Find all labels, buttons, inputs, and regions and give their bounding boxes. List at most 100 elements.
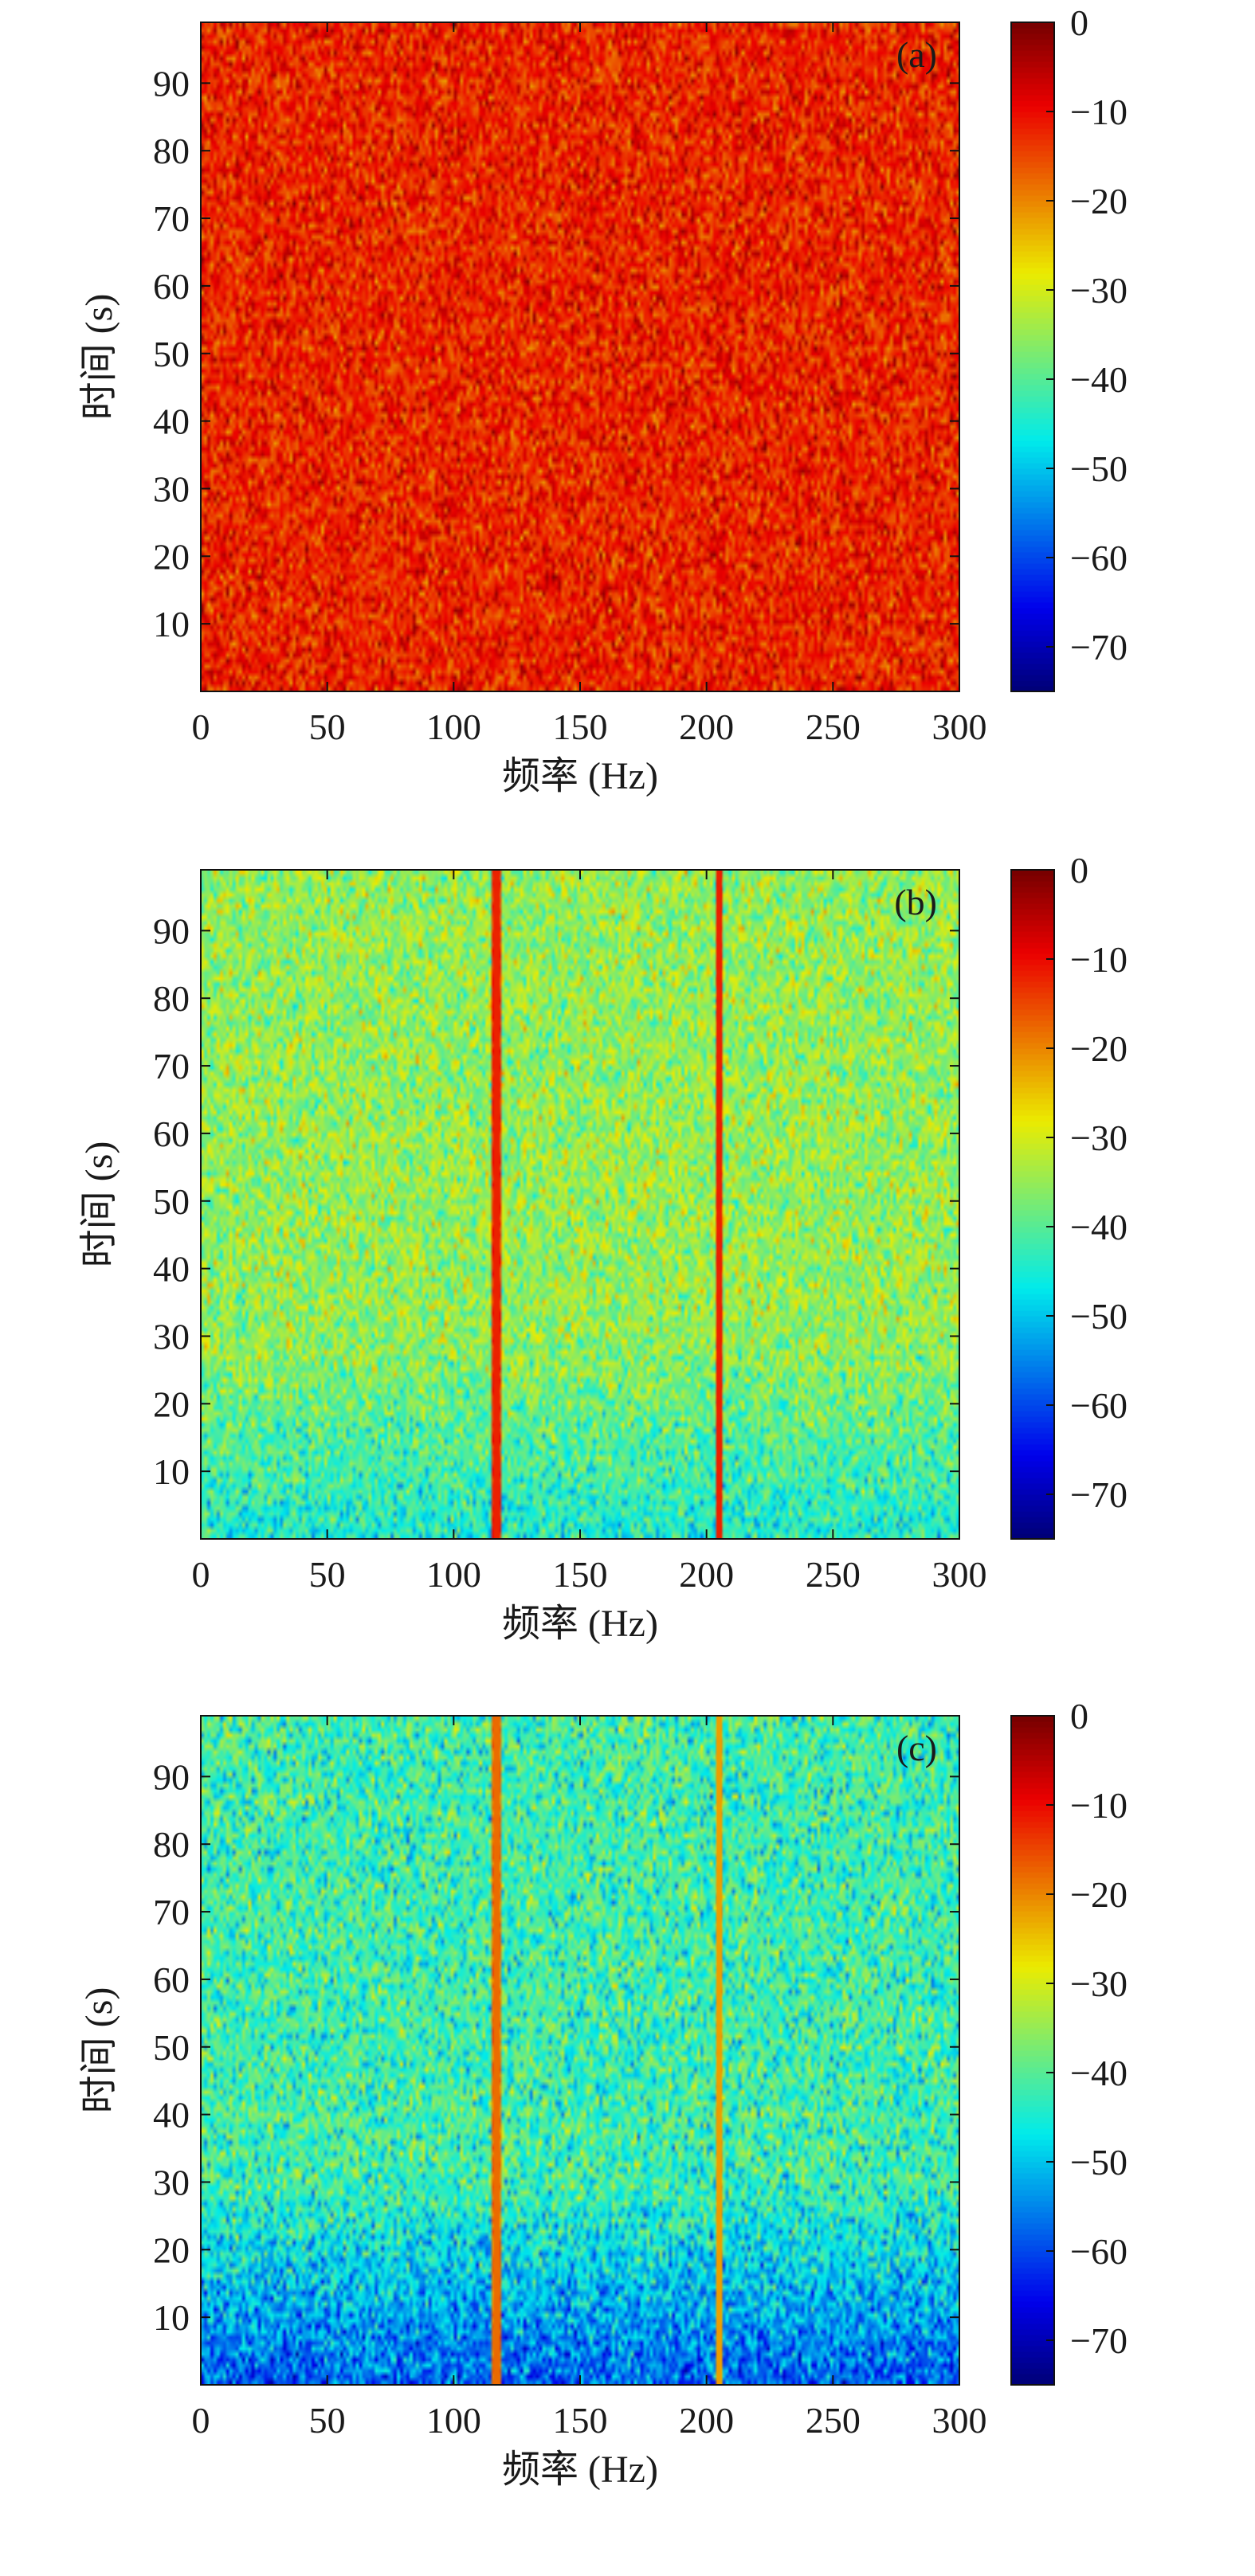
colorbar-tick-label: −60 bbox=[1070, 2231, 1128, 2272]
colorbar-segment bbox=[1011, 1422, 1054, 1428]
colorbar-segment bbox=[1011, 1716, 1054, 1722]
colorbar-segment bbox=[1011, 268, 1054, 274]
colorbar-segment bbox=[1011, 2357, 1054, 2363]
colorbar-segment bbox=[1011, 33, 1054, 40]
colorbar-segment bbox=[1011, 881, 1054, 887]
colorbar-segment bbox=[1011, 323, 1054, 330]
colorbar-segment bbox=[1011, 1249, 1054, 1255]
colorbar-segment bbox=[1011, 1721, 1054, 1728]
colorbar-segment bbox=[1011, 273, 1054, 280]
colorbar-segment bbox=[1011, 569, 1054, 575]
y-tick-label: 30 bbox=[153, 1316, 190, 1357]
y-tick-label: 60 bbox=[153, 1114, 190, 1154]
spectral-line-117hz bbox=[494, 870, 500, 1539]
colorbar-frame bbox=[1010, 869, 1055, 1540]
colorbar-segment bbox=[1011, 1838, 1054, 1845]
colorbar-segment bbox=[1011, 223, 1054, 229]
y-tick-label: 20 bbox=[153, 536, 190, 577]
colorbar-segment bbox=[1011, 1511, 1054, 1517]
colorbar-segment bbox=[1011, 1439, 1054, 1445]
colorbar-segment bbox=[1011, 942, 1054, 949]
colorbar-segment bbox=[1011, 931, 1054, 938]
y-tick-label: 20 bbox=[153, 2230, 190, 2270]
colorbar-segment bbox=[1011, 909, 1054, 915]
colorbar-segment bbox=[1011, 1377, 1054, 1384]
colorbar-segment bbox=[1011, 870, 1054, 876]
colorbar-segment bbox=[1011, 2151, 1054, 2157]
colorbar-segment bbox=[1011, 22, 1054, 29]
colorbar-segment bbox=[1011, 1411, 1054, 1417]
colorbar-segment bbox=[1011, 1305, 1054, 1311]
colorbar-segment bbox=[1011, 1344, 1054, 1350]
colorbar-segment bbox=[1011, 669, 1054, 675]
colorbar-segment bbox=[1011, 1928, 1054, 1934]
colorbar-segment bbox=[1011, 2173, 1054, 2179]
colorbar-segment bbox=[1011, 959, 1054, 965]
colorbar-segment bbox=[1011, 401, 1054, 408]
colorbar-tick-label: 0 bbox=[1070, 1696, 1088, 1736]
colorbar-segment bbox=[1011, 2095, 1054, 2101]
y-axis-label: 时间 (s) bbox=[78, 1141, 120, 1268]
colorbar-segment bbox=[1011, 1126, 1054, 1133]
spectrogram-heatmap bbox=[201, 1716, 959, 2385]
colorbar-segment bbox=[1011, 1255, 1054, 1261]
colorbar-segment bbox=[1011, 407, 1054, 413]
colorbar-segment bbox=[1011, 2089, 1054, 2096]
colorbar-segment bbox=[1011, 1478, 1054, 1484]
colorbar-segment bbox=[1011, 1738, 1054, 1744]
colorbar-segment bbox=[1011, 2106, 1054, 2112]
colorbar-segment bbox=[1011, 1216, 1054, 1222]
colorbar-segment bbox=[1011, 106, 1054, 112]
colorbar-segment bbox=[1011, 429, 1054, 436]
colorbar-segment bbox=[1011, 357, 1054, 363]
colorbar-segment bbox=[1011, 2039, 1054, 2046]
x-axis-label: 频率 (Hz) bbox=[502, 1603, 658, 1645]
colorbar-tick-label: −10 bbox=[1070, 939, 1128, 980]
colorbar-segment bbox=[1011, 256, 1054, 263]
colorbar-segment bbox=[1011, 1360, 1054, 1367]
colorbar-segment bbox=[1011, 1160, 1054, 1166]
colorbar: 0 −10 −20 −30 −40 −50 −60 −70 bbox=[1010, 2, 1128, 692]
colorbar-segment bbox=[1011, 2218, 1054, 2224]
colorbar-segment bbox=[1011, 290, 1054, 296]
colorbar-segment bbox=[1011, 480, 1054, 486]
colorbar-segment bbox=[1011, 2073, 1054, 2079]
colorbar-segment bbox=[1011, 1204, 1054, 1211]
colorbar-segment bbox=[1011, 1048, 1054, 1055]
colorbar-frame bbox=[1010, 1715, 1055, 2386]
colorbar-segment bbox=[1011, 457, 1054, 464]
colorbar-segment bbox=[1011, 1288, 1054, 1294]
colorbar-segment bbox=[1011, 1366, 1054, 1372]
colorbar-segment bbox=[1011, 2011, 1054, 2018]
colorbar-segment bbox=[1011, 128, 1054, 135]
colorbar-segment bbox=[1011, 2045, 1054, 2051]
colorbar-tick-label: −40 bbox=[1070, 2053, 1128, 2093]
colorbar-segment bbox=[1011, 1833, 1054, 1839]
colorbar-segment bbox=[1011, 613, 1054, 620]
colorbar-segment bbox=[1011, 1972, 1054, 1979]
colorbar-segment bbox=[1011, 452, 1054, 458]
colorbar-segment bbox=[1011, 72, 1054, 79]
colorbar-segment bbox=[1011, 1004, 1054, 1010]
colorbar-segment bbox=[1011, 2229, 1054, 2235]
colorbar-segment bbox=[1011, 178, 1054, 185]
x-tick-label: 250 bbox=[806, 2400, 861, 2441]
x-tick-label: 50 bbox=[309, 2400, 346, 2441]
colorbar-segment bbox=[1011, 1444, 1054, 1450]
colorbar-segment bbox=[1011, 61, 1054, 68]
colorbar-segment bbox=[1011, 875, 1054, 882]
colorbar-segment bbox=[1011, 396, 1054, 402]
y-tick-label: 40 bbox=[153, 1249, 190, 1290]
colorbar-tick-label: −30 bbox=[1070, 1963, 1128, 2004]
colorbar-segment bbox=[1011, 602, 1054, 609]
colorbar-segment bbox=[1011, 351, 1054, 358]
colorbar-segment bbox=[1011, 2307, 1054, 2313]
colorbar-segment bbox=[1011, 1104, 1054, 1110]
colorbar-segment bbox=[1011, 50, 1054, 57]
colorbar-segment bbox=[1011, 2017, 1054, 2023]
colorbar-segment bbox=[1011, 675, 1054, 681]
colorbar-segment bbox=[1011, 591, 1054, 597]
x-tick-label: 150 bbox=[553, 1554, 608, 1595]
colorbar-segment bbox=[1011, 1461, 1054, 1467]
colorbar-tick-label: 0 bbox=[1070, 850, 1088, 891]
